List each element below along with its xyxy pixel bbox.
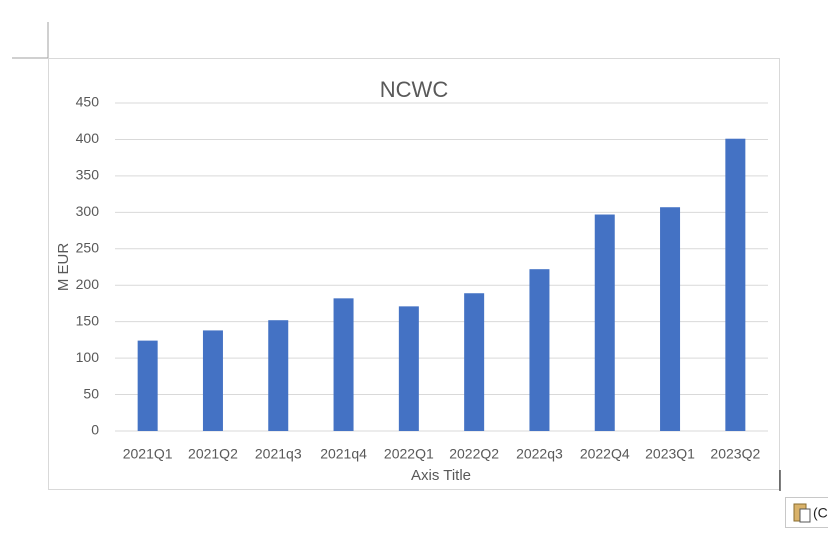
y-tick-label: 250 (76, 239, 100, 255)
paste-button[interactable]: (C (785, 497, 828, 528)
y-axis-title: M EUR (55, 243, 72, 292)
x-tick-label: 2023Q2 (710, 446, 760, 462)
bar (464, 293, 485, 431)
bar (660, 207, 681, 431)
y-tick-label: 50 (83, 385, 99, 401)
page-icon (799, 508, 811, 523)
x-tick-label: 2022Q1 (384, 446, 434, 462)
x-axis-title: Axis Title (411, 467, 471, 484)
x-tick-label: 2021q3 (255, 446, 302, 462)
bar (137, 340, 158, 431)
x-tick-label: 2021Q1 (123, 446, 173, 462)
bar (202, 330, 223, 431)
x-tick-label: 2022q3 (516, 446, 563, 462)
x-tick-label: 2021q4 (320, 446, 367, 462)
chart-title: NCWC (380, 77, 449, 102)
bar (333, 298, 354, 431)
x-tick-label: 2022Q2 (449, 446, 499, 462)
y-tick-label: 200 (76, 276, 100, 292)
x-tick-label: 2021Q2 (188, 446, 238, 462)
y-tick-label: 450 (76, 94, 100, 110)
paste-label: (C (813, 505, 828, 521)
y-tick-label: 400 (76, 130, 100, 146)
x-tick-label: 2022Q4 (580, 446, 630, 462)
y-tick-label: 300 (76, 203, 100, 219)
bar (529, 269, 550, 431)
x-tick-label: 2023Q1 (645, 446, 695, 462)
y-tick-label: 350 (76, 167, 100, 183)
y-tick-label: 0 (91, 422, 99, 438)
y-tick-label: 150 (76, 312, 100, 328)
bar (398, 306, 419, 431)
bar (725, 138, 746, 431)
y-tick-label: 100 (76, 349, 100, 365)
bar (268, 320, 289, 431)
bar (594, 214, 615, 431)
